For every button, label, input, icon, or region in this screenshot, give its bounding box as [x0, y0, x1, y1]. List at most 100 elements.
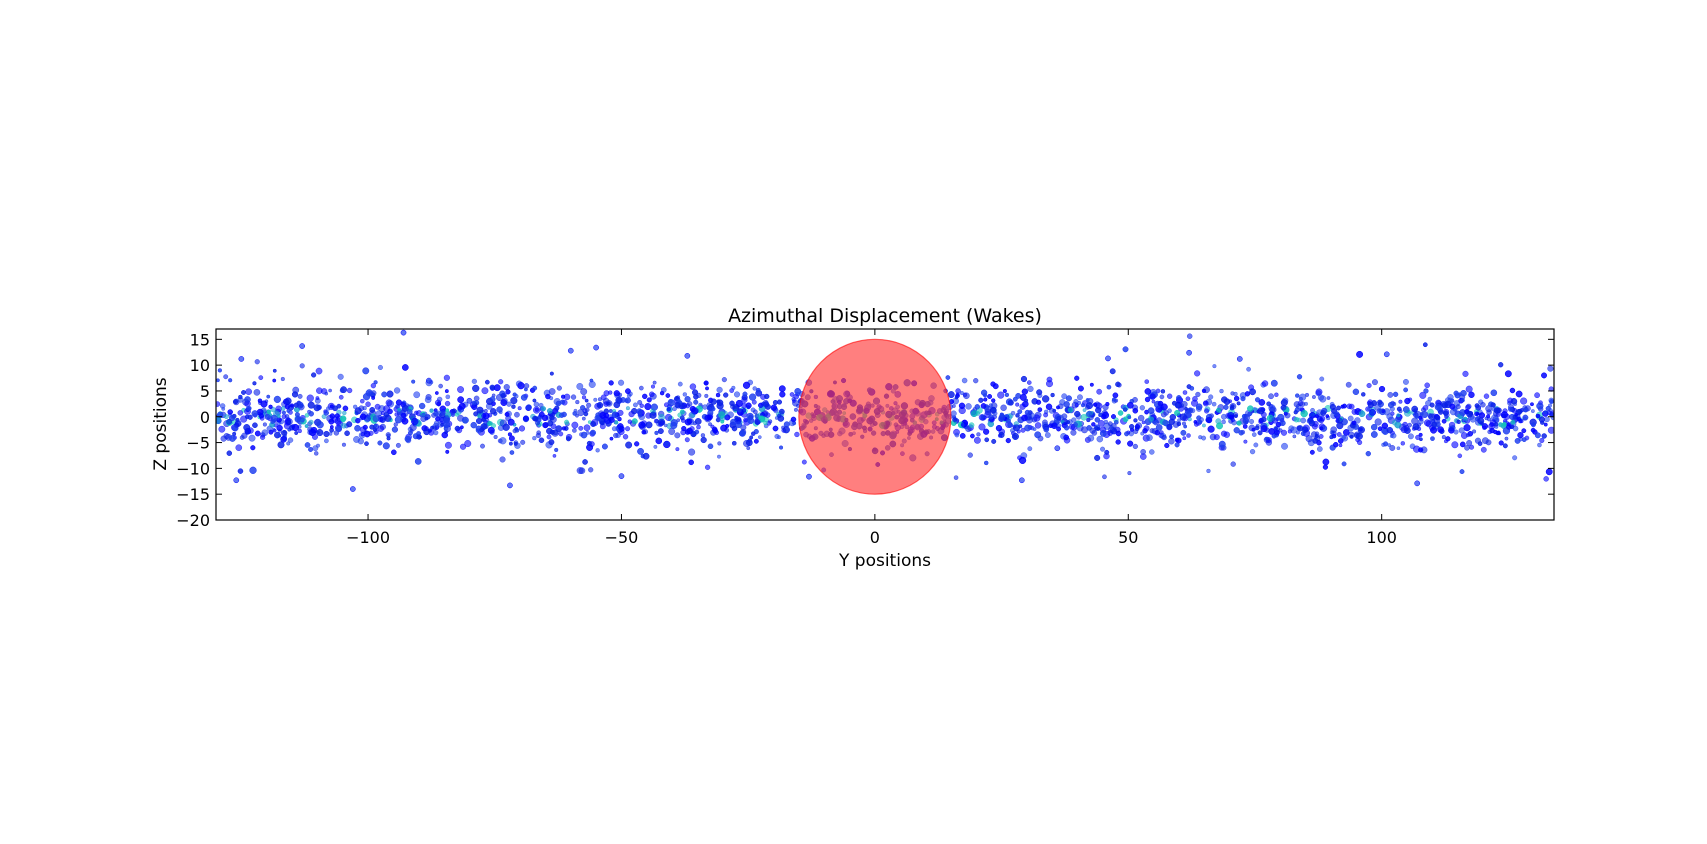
particle-point — [342, 405, 349, 412]
particle-point — [674, 401, 681, 408]
particle-point — [1176, 421, 1182, 427]
particle-point — [763, 420, 768, 426]
particle-point — [1281, 442, 1288, 450]
particle-point — [545, 393, 551, 400]
particle-point — [373, 423, 378, 428]
particle-point — [947, 391, 955, 399]
particle-point — [436, 401, 442, 407]
particle-point — [1355, 432, 1363, 440]
particle-point — [731, 385, 736, 390]
particle-point — [291, 423, 300, 432]
particle-point — [1522, 414, 1529, 421]
particle-point — [1243, 439, 1248, 444]
particle-point — [580, 431, 588, 439]
particle-point — [1508, 406, 1514, 412]
particle-point — [235, 444, 243, 452]
particle-point — [693, 399, 699, 405]
particle-point — [674, 432, 681, 439]
particle-point — [1086, 425, 1092, 431]
particle-point — [268, 404, 273, 409]
particle-point — [1434, 403, 1442, 411]
particle-point — [461, 416, 469, 424]
particle-point — [1207, 425, 1215, 433]
particle-point — [1274, 392, 1279, 397]
particle-point — [1502, 443, 1508, 449]
particle-point — [1074, 375, 1080, 381]
particle-point — [1471, 429, 1477, 434]
particle-point — [394, 416, 403, 424]
particle-point — [1034, 422, 1042, 429]
particle-point — [1185, 396, 1191, 402]
particle-point — [1184, 406, 1188, 411]
particle-point — [967, 452, 973, 458]
particle-point — [1538, 416, 1546, 423]
particle-point — [758, 402, 764, 409]
particle-point — [1449, 403, 1456, 410]
particle-point — [705, 386, 709, 391]
particle-point — [1357, 426, 1365, 434]
particle-point — [510, 397, 518, 405]
particle-point — [659, 390, 665, 396]
particle-point — [601, 443, 608, 450]
particle-point — [1203, 408, 1210, 414]
particle-point — [1074, 410, 1081, 418]
particle-point — [716, 399, 721, 404]
particle-point — [243, 424, 251, 431]
particle-point — [1077, 385, 1084, 392]
particle-point — [613, 390, 620, 397]
particle-point — [572, 428, 577, 433]
particle-point — [1358, 410, 1366, 418]
particle-point — [584, 398, 589, 403]
particle-point — [219, 403, 226, 409]
particle-point — [430, 425, 435, 430]
particle-point — [546, 434, 552, 440]
particle-point — [954, 395, 959, 400]
particle-point — [571, 421, 579, 429]
particle-point — [1336, 405, 1341, 411]
particle-point — [540, 406, 546, 412]
particle-point — [1300, 417, 1307, 424]
particle-point — [1067, 407, 1074, 413]
particle-point — [988, 414, 994, 420]
particle-point — [589, 378, 594, 383]
particle-point — [1261, 416, 1267, 423]
particle-point — [1454, 392, 1461, 399]
particle-point — [1134, 424, 1140, 430]
particle-point — [1441, 418, 1447, 424]
particle-point — [507, 482, 513, 489]
particle-point — [341, 442, 347, 447]
particle-point — [1144, 396, 1151, 403]
particle-point — [1288, 425, 1295, 432]
particle-point — [764, 393, 770, 400]
particle-point — [334, 413, 340, 419]
particle-point — [344, 430, 350, 437]
particle-point — [664, 413, 673, 422]
particle-point — [1271, 417, 1276, 422]
particle-point — [272, 378, 277, 383]
particle-point — [223, 374, 229, 380]
particle-point — [418, 402, 426, 410]
particle-point — [483, 412, 490, 420]
particle-point — [547, 408, 553, 414]
particle-point — [1390, 432, 1397, 439]
particle-point — [1549, 399, 1554, 404]
particle-point — [1414, 480, 1421, 487]
particle-point — [1445, 436, 1451, 442]
particle-point — [1295, 430, 1300, 435]
particle-point — [1203, 400, 1208, 406]
particle-point — [1469, 444, 1475, 450]
particle-point — [232, 431, 237, 436]
particle-point — [625, 426, 631, 432]
particle-point — [471, 378, 477, 385]
particle-point — [778, 385, 786, 393]
particle-point — [724, 414, 731, 421]
particle-point — [684, 396, 691, 403]
particle-point — [1268, 428, 1276, 435]
particle-point — [983, 397, 988, 402]
particle-point — [1292, 434, 1297, 439]
particle-point — [576, 382, 584, 390]
particle-point — [234, 420, 242, 427]
particle-point — [1293, 401, 1300, 408]
particle-point — [1475, 404, 1482, 411]
particle-point — [1005, 437, 1011, 444]
